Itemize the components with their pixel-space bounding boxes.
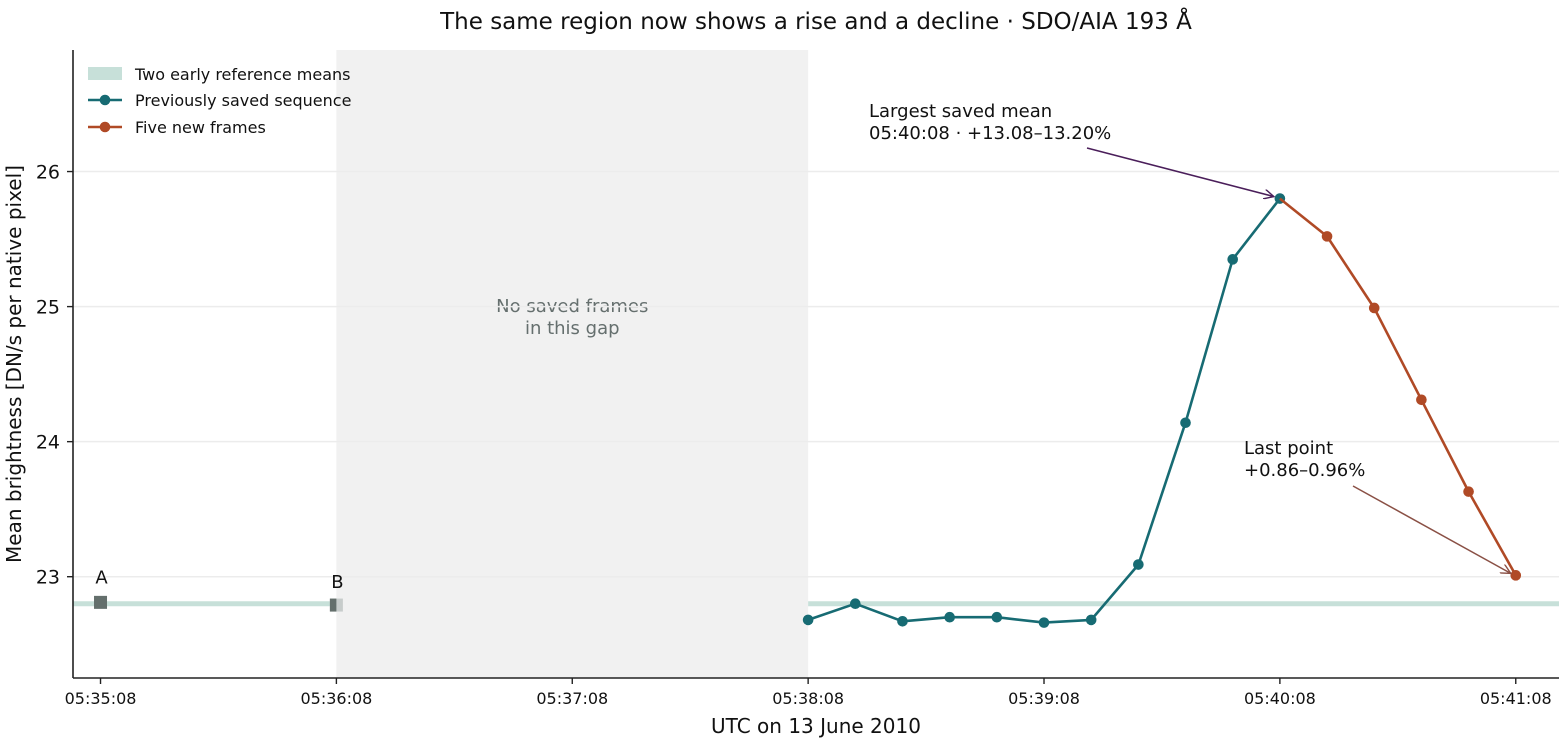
x-tick-label: 05:40:08 [1244, 689, 1316, 708]
series-line-0 [807, 197, 1281, 624]
chart-title: The same region now shows a rise and a d… [439, 7, 1192, 35]
series-1-point [1368, 302, 1380, 314]
reference-label-a: A [95, 567, 108, 588]
y-tick-label: 26 [36, 162, 60, 184]
series-0-point [1227, 254, 1239, 265]
series-line-1 [1279, 197, 1517, 577]
series-1-point [1321, 231, 1333, 242]
y-axis-label: Mean brightness [DN/s per native pixel] [2, 165, 26, 563]
series-0-point [1085, 614, 1097, 626]
y-tick-label: 25 [36, 297, 60, 319]
x-tick-label: 05:38:08 [772, 689, 844, 708]
reference-label-b: B [331, 572, 343, 593]
annotation-peak-arrow [1086, 147, 1274, 197]
series-1-point [1416, 394, 1427, 406]
annotation-peak-line2: 05:40:08 · +13.08–13.20% [869, 123, 1111, 144]
legend-label-1: Five new frames [135, 118, 266, 137]
series-0-point [850, 598, 861, 610]
gap-label-line2: in this gap [525, 318, 620, 339]
series-0-point [1180, 417, 1191, 429]
x-axis-label: UTC on 13 June 2010 [711, 714, 921, 738]
gap-region [336, 50, 809, 678]
x-tick-label: 05:35:08 [65, 689, 137, 708]
annotation-peak-line1: Largest saved mean [869, 101, 1052, 122]
reference-marker-a [94, 595, 108, 609]
annotation-last-arrow [1352, 485, 1511, 573]
series-0-point [944, 611, 955, 623]
x-tick-label: 05:39:08 [1008, 689, 1080, 708]
series-1-point [1463, 486, 1474, 497]
reference-marker-b [329, 598, 337, 612]
x-tick-label: 05:36:08 [300, 689, 372, 708]
series-0-point [1133, 559, 1144, 570]
y-tick-label: 23 [36, 567, 60, 589]
series-0-point [1038, 617, 1050, 628]
legend-marker-0 [99, 94, 111, 106]
legend-swatch-reference [88, 67, 122, 80]
series-0-point [991, 611, 1003, 623]
series-0-point [897, 615, 908, 627]
annotation-last-line1: Last point [1244, 438, 1333, 459]
series-0-point [802, 614, 814, 626]
series-1-point [1510, 570, 1522, 581]
x-tick-label: 05:37:08 [536, 689, 608, 708]
annotation-last-line2: +0.86–0.96% [1244, 460, 1365, 481]
y-tick-label: 24 [36, 432, 60, 454]
legend-marker-1 [99, 121, 111, 133]
legend-label-0: Previously saved sequence [135, 91, 351, 110]
legend-label-reference: Two early reference means [134, 65, 351, 84]
x-tick-label: 05:41:08 [1480, 689, 1552, 708]
